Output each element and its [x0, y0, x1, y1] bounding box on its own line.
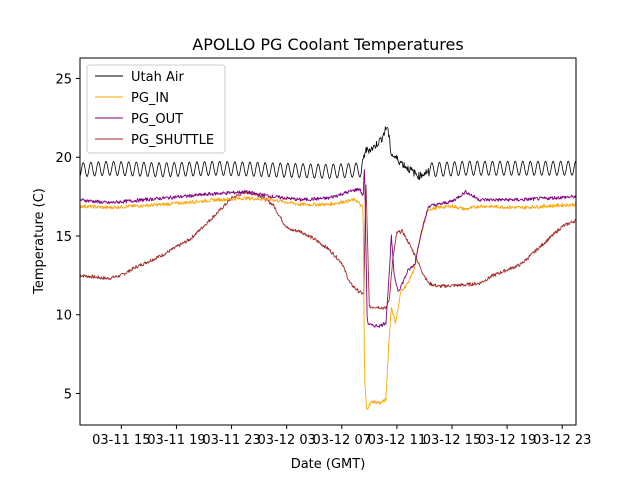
series-line-pg-in	[79, 196, 577, 410]
x-axis-label: Date (GMT)	[291, 457, 366, 472]
y-tick-label: 25	[55, 72, 72, 87]
y-axis: 5 10 15 20 25	[55, 72, 80, 402]
x-tick-label: 03-12 07	[313, 433, 371, 448]
x-tick-label: 03-11 15	[92, 433, 150, 448]
legend-label: Utah Air	[131, 70, 184, 85]
axes-frame	[79, 57, 577, 426]
legend: Utah Air PG_IN PG_OUT PG_SHUTTLE	[86, 64, 226, 154]
x-tick-label: 03-12 15	[423, 433, 481, 448]
x-tick-label: 03-12 11	[368, 433, 426, 448]
series-line-pg-shuttle	[79, 184, 577, 310]
y-tick-label: 20	[55, 151, 72, 166]
x-tick-label: 03-12 19	[478, 433, 536, 448]
series-line-pg-out	[79, 168, 577, 328]
chart-title: APOLLO PG Coolant Temperatures	[192, 35, 463, 54]
legend-label: PG_SHUTTLE	[131, 133, 214, 148]
plot-area	[79, 126, 577, 410]
x-tick-label: 03-12 23	[533, 433, 591, 448]
x-tick-label: 03-11 23	[202, 433, 260, 448]
x-tick-label: 03-11 19	[147, 433, 205, 448]
legend-label: PG_IN	[131, 91, 169, 106]
series-line-utah-air	[79, 126, 577, 181]
x-tick-label: 03-12 03	[257, 433, 315, 448]
legend-box	[86, 64, 226, 154]
y-tick-label: 15	[55, 230, 72, 245]
y-axis-label: Temperature (C)	[32, 188, 47, 295]
legend-label: PG_OUT	[131, 112, 183, 127]
y-tick-label: 5	[64, 387, 72, 402]
y-tick-label: 10	[55, 309, 72, 324]
